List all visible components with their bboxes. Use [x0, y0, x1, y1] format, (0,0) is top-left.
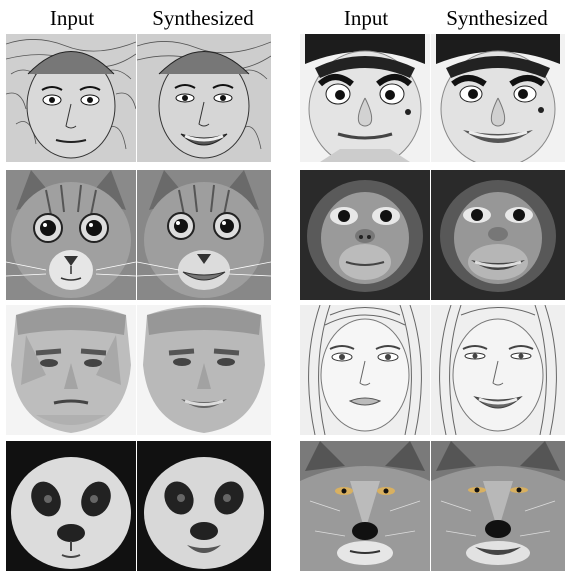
cat-synthesized-image [137, 170, 271, 300]
painted-man-input-image [6, 305, 136, 435]
sketched-woman-synthesized-image [431, 305, 565, 435]
left-header-input: Input [49, 6, 95, 30]
monkey-synthesized-image [431, 170, 565, 300]
caricature-man-input-image [300, 34, 430, 162]
painted-man-synthesized-image [137, 305, 271, 435]
sketched-woman-input-image [300, 305, 430, 435]
right-header-synthesized: Synthesized [446, 6, 548, 30]
monkey-input-image [300, 170, 430, 300]
left-header-synthesized: Synthesized [152, 6, 254, 30]
cat-input-image [6, 170, 136, 300]
panda-synthesized-image [137, 441, 271, 571]
caricature-man-synthesized-image [431, 34, 565, 162]
right-header-input: Input [343, 6, 389, 30]
wolf-input-image [300, 441, 430, 571]
sketched-man-synthesized-image [137, 34, 271, 162]
wolf-synthesized-image [431, 441, 565, 571]
panda-input-image [6, 441, 136, 571]
sketched-man-input-image [6, 34, 136, 162]
